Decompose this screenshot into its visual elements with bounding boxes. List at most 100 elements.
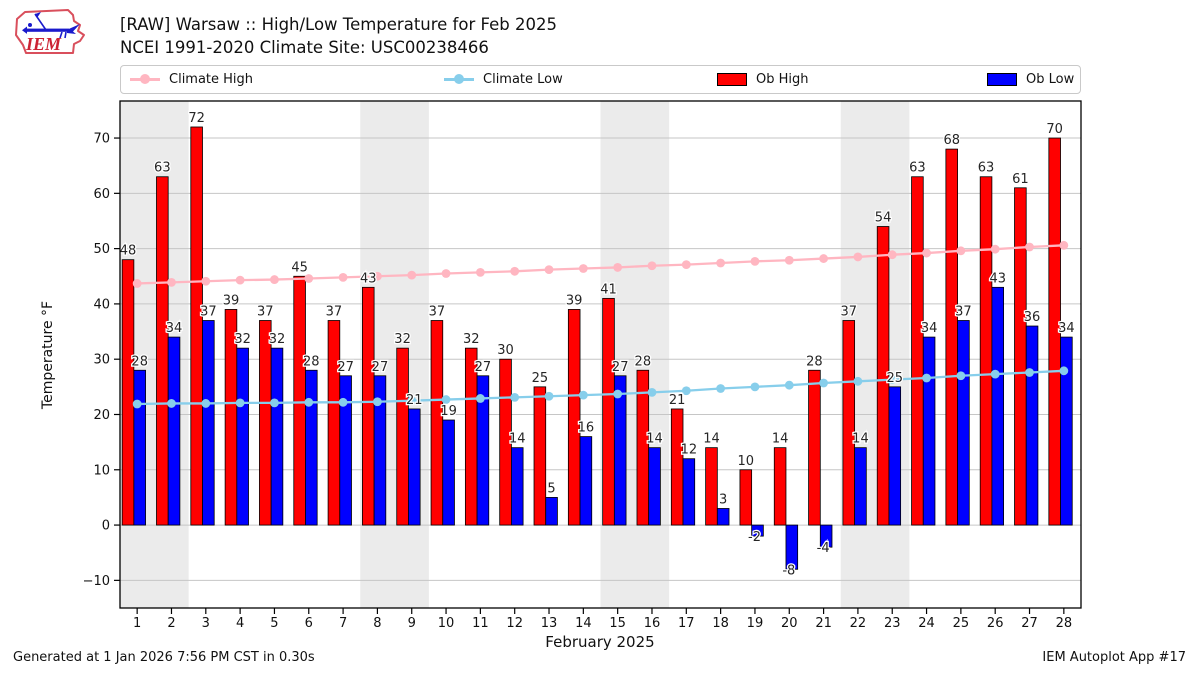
ob-low-label: 28 bbox=[131, 354, 148, 369]
legend-item-climate-low: Climate Low bbox=[444, 66, 563, 93]
ob-low-bar bbox=[236, 347, 249, 526]
x-tick-label: 3 bbox=[202, 616, 210, 631]
x-tick-label: 2 bbox=[167, 616, 175, 631]
ob-high-label: 63 bbox=[978, 161, 995, 176]
x-tick-label: 12 bbox=[506, 616, 523, 631]
climate-low-marker bbox=[578, 390, 588, 400]
ob-high-label: 45 bbox=[291, 260, 308, 275]
ob-high-label: 37 bbox=[326, 304, 343, 319]
climate-low-marker bbox=[338, 397, 348, 407]
ob-low-bar bbox=[579, 436, 593, 526]
ob-low-bar bbox=[922, 336, 936, 526]
ob-high-bar bbox=[396, 347, 409, 526]
ob-low-bar bbox=[339, 375, 352, 526]
legend-item-ob-low: Ob Low bbox=[987, 66, 1074, 93]
x-tick-label: 11 bbox=[472, 616, 489, 631]
ob-high-label: 63 bbox=[909, 161, 926, 176]
ob-high-bar bbox=[1014, 187, 1027, 526]
climate-low-marker bbox=[750, 382, 760, 392]
plot-border bbox=[119, 100, 1082, 609]
ob-high-label: 39 bbox=[223, 293, 240, 308]
chart-subtitle: NCEI 1991-2020 Climate Site: USC00238466 bbox=[120, 38, 489, 57]
ob-high-bar bbox=[979, 176, 993, 526]
ob-high-bar bbox=[121, 259, 135, 526]
climate-low-marker bbox=[235, 398, 245, 408]
climate-high-marker bbox=[441, 269, 451, 278]
ob-low-label: 14 bbox=[852, 432, 869, 447]
ob-low-bar bbox=[613, 375, 627, 526]
ob-low-label: 5 bbox=[547, 481, 555, 496]
climate-low-marker bbox=[373, 397, 382, 407]
climate-low-marker bbox=[887, 375, 897, 385]
ob-high-label: 63 bbox=[154, 161, 171, 176]
ob-high-bar bbox=[362, 286, 375, 526]
ob-low-legend-sample bbox=[987, 73, 1017, 86]
ob-high-bar bbox=[705, 447, 718, 526]
ob-low-bar bbox=[510, 447, 524, 526]
climate-high-marker bbox=[784, 255, 794, 265]
ob-low-bar bbox=[785, 524, 799, 570]
climate-high-marker bbox=[853, 252, 863, 262]
ob-high-label: 72 bbox=[188, 111, 205, 126]
ob-low-label: -4 bbox=[817, 541, 830, 556]
climate-low-marker bbox=[716, 384, 726, 393]
ob-low-bar bbox=[270, 347, 284, 526]
ob-low-bar bbox=[991, 286, 1004, 526]
y-tick-label: 10 bbox=[93, 463, 110, 478]
weather-vane-icon bbox=[22, 12, 80, 39]
ob-high-label: 32 bbox=[394, 332, 411, 347]
ob-high-label: 48 bbox=[120, 244, 137, 259]
ob-low-label: 27 bbox=[337, 360, 354, 375]
ob-low-bar bbox=[133, 369, 146, 526]
ob-high-bar bbox=[190, 126, 203, 526]
ob-low-label: 16 bbox=[578, 421, 595, 436]
ob-low-bar bbox=[957, 320, 970, 526]
legend-label: Climate High bbox=[169, 72, 254, 87]
x-tick-label: 17 bbox=[678, 616, 695, 631]
ob-low-bar bbox=[305, 369, 318, 526]
x-tick-label: 5 bbox=[270, 616, 278, 631]
y-tick-label: 30 bbox=[93, 353, 110, 368]
climate-low-marker bbox=[853, 376, 863, 386]
ob-low-bar bbox=[476, 375, 490, 526]
ob-high-bar bbox=[842, 320, 856, 526]
ob-high-bar bbox=[533, 386, 547, 526]
climate-high-marker bbox=[475, 267, 485, 277]
ob-high-label: 43 bbox=[360, 271, 377, 286]
ob-high-legend-sample bbox=[717, 73, 747, 86]
legend: Climate High Climate Low Ob High Ob Low bbox=[120, 65, 1081, 94]
ob-low-label: 43 bbox=[989, 271, 1006, 286]
climate-high-marker bbox=[922, 248, 931, 258]
ob-high-label: 28 bbox=[806, 354, 823, 369]
climate-low-marker bbox=[407, 396, 417, 406]
y-tick-label: 50 bbox=[93, 242, 110, 257]
ob-high-bar bbox=[293, 275, 306, 526]
ob-low-label: -8 bbox=[782, 563, 795, 578]
ob-low-label: 34 bbox=[1058, 321, 1075, 336]
climate-low-marker bbox=[304, 397, 314, 407]
x-tick-label: 14 bbox=[575, 616, 592, 631]
ob-low-bar bbox=[716, 508, 730, 526]
climate-high-marker bbox=[1059, 240, 1069, 250]
climate-low-marker bbox=[1025, 368, 1034, 377]
x-tick-label: 26 bbox=[987, 616, 1004, 631]
climate-high-marker bbox=[338, 272, 348, 282]
ob-high-bar bbox=[499, 358, 512, 526]
ob-low-label: 37 bbox=[200, 304, 217, 319]
generated-timestamp: Generated at 1 Jan 2026 7:56 PM CST in 0… bbox=[13, 650, 315, 665]
x-tick-label: 27 bbox=[1021, 616, 1038, 631]
x-tick-label: 10 bbox=[438, 616, 455, 631]
x-tick-label: 15 bbox=[609, 616, 626, 631]
climate-high-marker bbox=[235, 275, 245, 285]
logo-text: IEM bbox=[25, 34, 62, 54]
ob-low-label: 3 bbox=[719, 492, 727, 507]
ob-high-label: 25 bbox=[532, 371, 549, 386]
legend-label: Climate Low bbox=[483, 72, 563, 87]
climate-high-marker bbox=[819, 254, 828, 263]
chart-title-block: [RAW] Warsaw :: High/Low Temperature for… bbox=[120, 13, 557, 59]
x-tick-label: 6 bbox=[305, 616, 313, 631]
climate-high-line bbox=[137, 244, 1064, 285]
legend-label: Ob High bbox=[756, 72, 809, 87]
ob-high-label: 61 bbox=[1012, 172, 1029, 187]
